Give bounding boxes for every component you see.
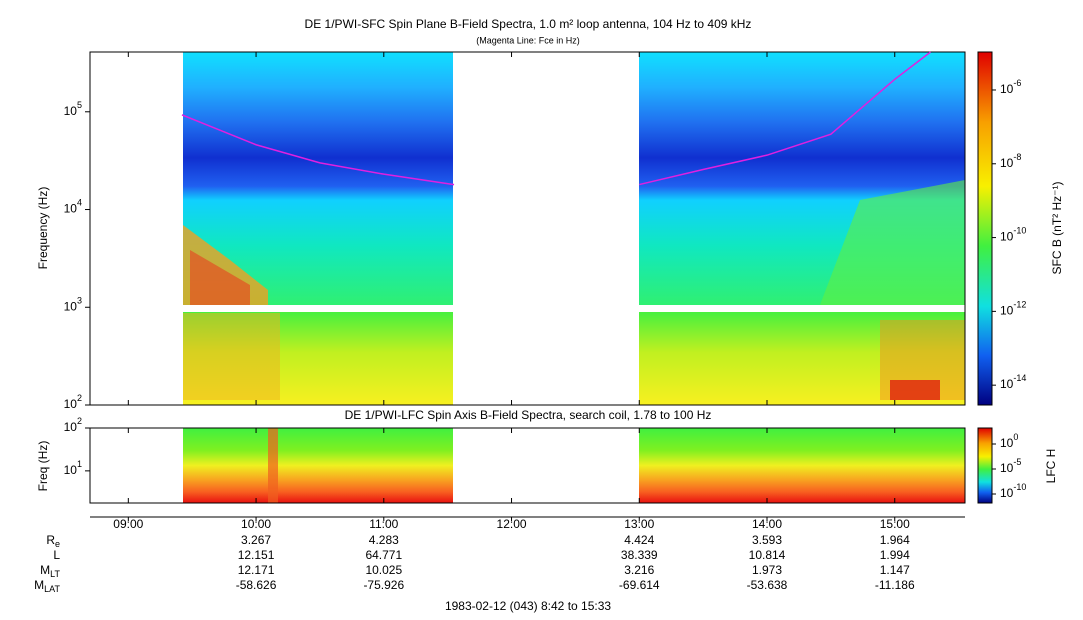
colorbar-tick-label: 10-8 (1000, 152, 1021, 170)
ephemeris-value: -58.626 (236, 578, 277, 592)
ephemeris-value: 4.424 (624, 533, 654, 547)
x-tick-label: 10:00 (241, 517, 271, 531)
fce-line (181, 114, 455, 186)
plot-frame (89, 427, 966, 504)
ephemeris-value: -69.614 (619, 578, 660, 592)
ephemeris-label: MLAT (34, 578, 60, 594)
colorbar-tick-label: 10-14 (1000, 374, 1026, 392)
y-axis-label: Freq (Hz) (36, 441, 50, 492)
spectrogram-image (90, 52, 965, 503)
y-tick-label: 101 (64, 459, 82, 477)
plot-frame (89, 51, 966, 406)
x-tick-label: 15:00 (880, 517, 910, 531)
colorbar-label: SFC B (nT² Hz⁻¹) (1050, 182, 1064, 275)
ephemeris-value: 3.593 (752, 533, 782, 547)
y-tick-label: 102 (64, 416, 82, 434)
panel-title: DE 1/PWI-LFC Spin Axis B-Field Spectra, … (345, 408, 712, 422)
x-tick-label: 14:00 (752, 517, 782, 531)
ephemeris-label: MLT (40, 563, 60, 579)
ephemeris-value: 12.151 (238, 548, 275, 562)
ephemeris-value: 1.994 (880, 548, 910, 562)
x-tick-label: 13:00 (624, 517, 654, 531)
y-tick-label: 104 (64, 198, 82, 216)
y-axis-label: Frequency (Hz) (36, 187, 50, 270)
colorbar-tick-label: 10-10 (1000, 226, 1026, 244)
ephemeris-value: 12.171 (238, 563, 275, 577)
ephemeris-value: 10.814 (749, 548, 786, 562)
colorbar (977, 51, 993, 406)
colorbar (977, 427, 993, 504)
ephemeris-value: 38.339 (621, 548, 658, 562)
x-tick-label: 11:00 (369, 517, 398, 531)
ephemeris-value: -53.638 (747, 578, 788, 592)
ephemeris-label: Re (46, 533, 60, 549)
x-tick-label: 09:00 (113, 517, 143, 531)
ephemeris-value: -75.926 (363, 578, 404, 592)
ephemeris-value: 1.973 (752, 563, 782, 577)
y-tick-label: 103 (64, 296, 82, 314)
colorbar-tick-label: 10-5 (1000, 457, 1021, 475)
ephemeris-value: 4.283 (369, 533, 399, 547)
x-tick-label: 12:00 (497, 517, 527, 531)
ephemeris-value: 1.964 (880, 533, 910, 547)
ephemeris-value: 1.147 (880, 563, 910, 577)
y-tick-label: 105 (64, 100, 82, 118)
ephemeris-value: 3.216 (624, 563, 654, 577)
colorbar-tick-label: 10-10 (1000, 482, 1026, 500)
colorbar-tick-label: 100 (1000, 432, 1018, 450)
ephemeris-value: 3.267 (241, 533, 271, 547)
chart-subtitle: (Magenta Line: Fce in Hz) (476, 35, 580, 45)
fce-line (639, 51, 931, 186)
chart-title: DE 1/PWI-SFC Spin Plane B-Field Spectra,… (305, 17, 752, 31)
colorbar-tick-label: 10-12 (1000, 300, 1026, 318)
ephemeris-value: 64.771 (365, 548, 402, 562)
ephemeris-value: 10.025 (365, 563, 402, 577)
colorbar-label: LFC H (1044, 449, 1058, 484)
colorbar-tick-label: 10-6 (1000, 78, 1021, 96)
footer: 1983-02-12 (043) 8:42 to 15:33 (445, 599, 611, 613)
y-tick-label: 102 (64, 393, 82, 411)
ephemeris-label: L (53, 548, 60, 562)
ephemeris-value: -11.186 (875, 578, 915, 592)
